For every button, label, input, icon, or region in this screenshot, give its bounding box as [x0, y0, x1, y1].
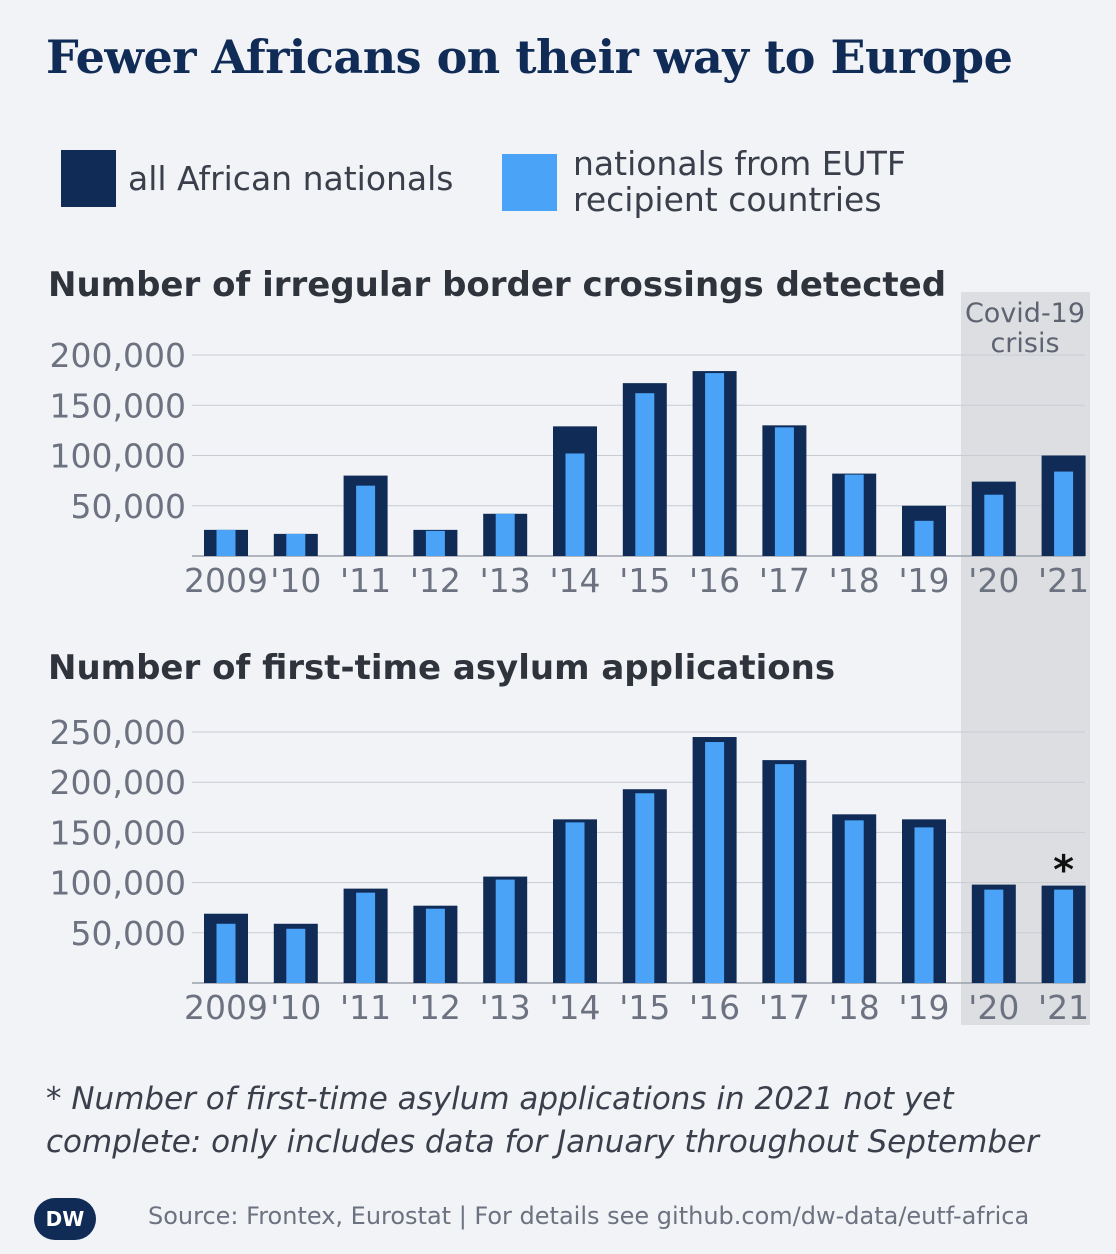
y-tick-label: 250,000: [50, 713, 186, 752]
bar-eutf: [565, 453, 585, 556]
x-tick-label: '20: [968, 988, 1019, 1027]
bar-eutf: [774, 427, 794, 556]
bar-eutf: [565, 822, 585, 983]
x-tick-label: '14: [549, 561, 600, 600]
x-tick-label: '12: [410, 561, 461, 600]
bar-eutf: [984, 494, 1004, 556]
x-tick-label: '21: [1038, 561, 1089, 600]
bar-eutf: [356, 485, 376, 556]
y-tick-label: 150,000: [50, 386, 186, 425]
bar-eutf: [216, 529, 236, 556]
x-tick-label: '14: [549, 988, 600, 1027]
bar-eutf: [495, 513, 515, 556]
y-tick-label: 100,000: [50, 864, 186, 903]
bar-eutf: [914, 827, 934, 983]
bar-eutf: [495, 879, 515, 983]
x-tick-label: '12: [410, 988, 461, 1027]
x-tick-label: '13: [480, 988, 531, 1027]
x-tick-label: '17: [759, 561, 810, 600]
x-tick-label: '11: [340, 561, 391, 600]
legend-label-eutf: nationals from EUTF recipient countries: [573, 144, 906, 219]
x-tick-label: '10: [270, 561, 321, 600]
chart-title: Fewer Africans on their way to Europe: [46, 30, 1013, 84]
x-tick-label: '21: [1038, 988, 1089, 1027]
bar-eutf: [286, 533, 306, 556]
x-tick-label: '16: [689, 988, 740, 1027]
chart-subtitle: Number of first-time asylum applications: [48, 648, 835, 688]
x-tick-label: '10: [270, 988, 321, 1027]
bar-eutf: [844, 820, 864, 983]
legend-label-all-african: all African nationals: [128, 158, 454, 198]
bar-eutf: [844, 474, 864, 556]
x-tick-label: '15: [619, 988, 670, 1027]
legend-swatch-eutf: [502, 153, 557, 211]
bar-eutf: [774, 764, 794, 983]
bar-eutf: [984, 889, 1004, 983]
x-tick-label: '18: [829, 988, 880, 1027]
bar-eutf: [216, 923, 236, 983]
x-tick-label: '15: [619, 561, 670, 600]
bar-eutf: [635, 393, 655, 556]
y-tick-label: 150,000: [50, 813, 186, 852]
y-tick-label: 50,000: [71, 487, 186, 526]
source-text: Source: Frontex, Eurostat | For details …: [148, 1202, 1030, 1230]
x-tick-label: '13: [480, 561, 531, 600]
bar-eutf: [356, 892, 376, 983]
legend-swatch-all-african: [61, 150, 116, 207]
bar-eutf: [1054, 889, 1074, 983]
footnote: * Number of first-time asylum applicatio…: [46, 1081, 1039, 1160]
covid-label-line2: crisis: [990, 328, 1059, 359]
x-tick-label: '20: [968, 561, 1019, 600]
covid-label-line1: Covid-19: [965, 298, 1085, 329]
y-tick-label: 200,000: [50, 336, 186, 375]
bar-eutf: [914, 520, 934, 556]
bar-eutf: [425, 908, 445, 983]
bar-eutf: [705, 742, 725, 983]
asterisk-annotation: *: [1053, 848, 1074, 894]
x-tick-label: '16: [689, 561, 740, 600]
legend-item-all-african: all African nationals: [61, 150, 454, 207]
y-tick-label: 200,000: [50, 763, 186, 802]
bar-eutf: [286, 928, 306, 983]
x-tick-label: 2009: [184, 561, 268, 600]
x-tick-label: '11: [340, 988, 391, 1027]
x-tick-label: '18: [829, 561, 880, 600]
bar-eutf: [425, 530, 445, 556]
x-tick-label: 2009: [184, 988, 268, 1027]
chart-subtitle: Number of irregular border crossings det…: [48, 265, 946, 305]
bar-eutf: [635, 793, 655, 983]
bar-eutf: [1054, 471, 1074, 556]
y-tick-label: 50,000: [71, 914, 186, 953]
x-tick-label: '19: [898, 561, 949, 600]
legend-item-eutf: nationals from EUTF recipient countries: [502, 146, 906, 218]
x-tick-label: '17: [759, 988, 810, 1027]
x-tick-label: '19: [898, 988, 949, 1027]
y-tick-label: 100,000: [50, 437, 186, 476]
dw-logo: DW: [34, 1198, 96, 1240]
bar-eutf: [705, 373, 725, 556]
